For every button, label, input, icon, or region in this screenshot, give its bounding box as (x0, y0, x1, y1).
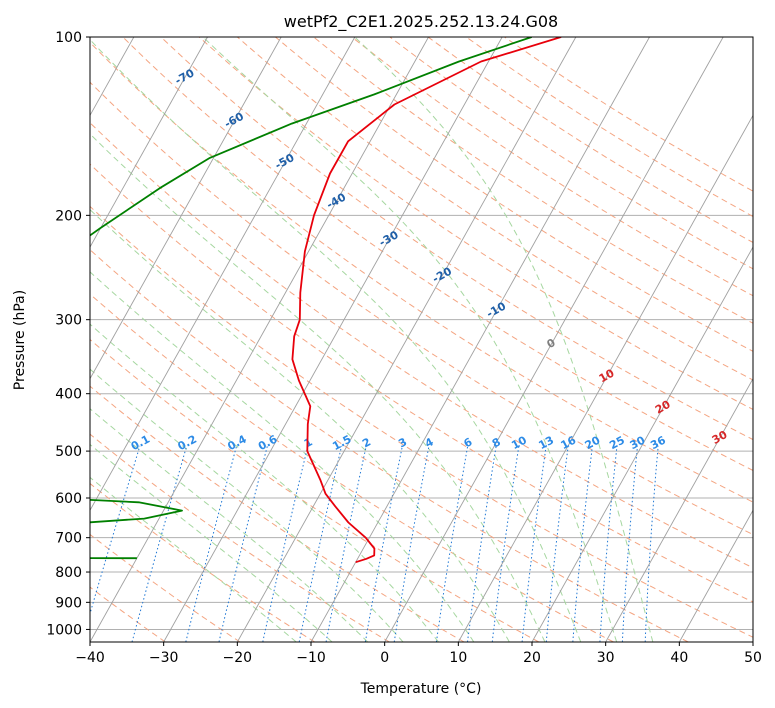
x-tick-label: −30 (149, 650, 179, 666)
isotherm-line (531, 246, 753, 642)
moist-adiabat-line (90, 443, 333, 642)
plot-area: -100-90-80-70-60-50-40-30-20-10010203040… (90, 37, 753, 642)
isotherm-line (163, 37, 503, 642)
dry-adiabat-line (198, 37, 753, 411)
x-axis-label: Temperature (°C) (360, 681, 482, 697)
y-tick-label: 100 (55, 30, 82, 46)
y-tick-label: 900 (55, 595, 82, 611)
mixing-ratio-line (364, 445, 403, 642)
isotherm-line (605, 377, 753, 642)
dry-adiabat-line (236, 37, 753, 381)
x-tick-label: 40 (670, 650, 688, 666)
dry-adiabat-line (90, 533, 241, 642)
x-tick-label: −40 (75, 650, 105, 666)
mixing-ratio-line (435, 445, 469, 642)
dry-adiabat-line (90, 41, 753, 503)
moist-adiabat-line (90, 271, 475, 642)
y-axis: 100 200 300 400 500 600 700 800 900 1000 (46, 30, 90, 638)
mixing-ratio-line (545, 445, 569, 642)
isotherm-line (90, 37, 208, 248)
mixing-ratio-line (298, 445, 343, 642)
x-axis: −40 −30 −20 −10 0 10 20 30 40 50 (75, 642, 762, 666)
x-tick-label: 50 (744, 650, 762, 666)
dry-adiabat-line (351, 37, 753, 297)
series-line-dewpoint (90, 37, 532, 560)
mixing-ratio-line (467, 445, 497, 642)
dry-adiabat-line (90, 205, 753, 638)
moist-adiabat-line (202, 37, 618, 642)
dry-adiabat-line (90, 586, 166, 642)
dry-adiabat-line (90, 81, 753, 536)
dry-adiabat-line (90, 249, 689, 642)
isotherm-line (90, 37, 429, 642)
isotherm-line (384, 37, 724, 642)
pressure-gridlines (90, 37, 753, 630)
mixing-ratio-line (262, 445, 309, 642)
mixing-ratio-line (599, 445, 618, 642)
isotherm-line (90, 37, 282, 380)
x-tick-label: −10 (296, 650, 326, 666)
y-tick-label: 700 (55, 531, 82, 547)
isotherm-line (90, 37, 356, 512)
y-tick-label: 500 (55, 444, 82, 460)
isotherm-line (236, 37, 577, 642)
mixing-ratio-label: 30 (628, 433, 648, 452)
y-tick-label: 1000 (46, 622, 82, 638)
x-tick-label: 30 (597, 650, 615, 666)
plot-frame (89, 36, 754, 643)
dry-adiabat-line (90, 163, 753, 603)
mixing-ratio-line (572, 445, 593, 642)
dry-adiabat-line (90, 122, 753, 569)
mixing-ratio-lines (90, 445, 659, 642)
y-tick-label: 200 (55, 208, 82, 224)
mixing-ratio-line (621, 445, 638, 642)
sounding-profiles (90, 37, 562, 564)
dry-adiabat-line (90, 385, 465, 642)
mixing-ratio-label: 10 (509, 433, 529, 452)
mixing-ratio-line (325, 445, 367, 642)
dry-adiabats (90, 37, 753, 642)
dry-adiabat-line (90, 433, 390, 642)
mixing-ratio-line (644, 445, 659, 642)
mixing-ratio-label: 13 (536, 434, 556, 453)
mixing-ratio-line (521, 445, 547, 642)
x-tick-label: −20 (223, 650, 253, 666)
isotherm-line (678, 509, 753, 642)
moist-adiabat-line (90, 38, 582, 642)
chart-title: wetPf2_C2E1.2025.252.13.24.G08 (284, 12, 558, 32)
mixing-ratio-line (218, 445, 268, 642)
mixing-ratio-line (131, 445, 188, 642)
x-tick-label: 0 (380, 650, 389, 666)
x-tick-label: 10 (449, 650, 467, 666)
x-tick-label: 20 (523, 650, 541, 666)
isotherm-line (457, 114, 753, 642)
mixing-ratio-label: 25 (607, 434, 627, 453)
dry-adiabat-line (160, 37, 753, 441)
y-tick-label: 300 (55, 313, 82, 329)
mixing-ratio-label: 20 (583, 433, 603, 452)
mixing-ratio-line (185, 445, 238, 642)
y-axis-label: Pressure (hPa) (12, 290, 28, 390)
y-tick-label: 400 (55, 387, 82, 403)
mixing-ratio-label: 16 (559, 433, 579, 452)
mixing-ratio-line (491, 445, 520, 642)
series-line-temperature (291, 37, 562, 564)
y-tick-label: 600 (55, 491, 82, 507)
moist-adiabats (90, 37, 654, 642)
y-tick-label: 800 (55, 565, 82, 581)
moist-adiabat-line (90, 323, 439, 642)
mixing-ratio-label: 36 (648, 433, 668, 452)
moist-adiabat-line (90, 408, 369, 642)
moist-adiabat-line (354, 37, 654, 642)
